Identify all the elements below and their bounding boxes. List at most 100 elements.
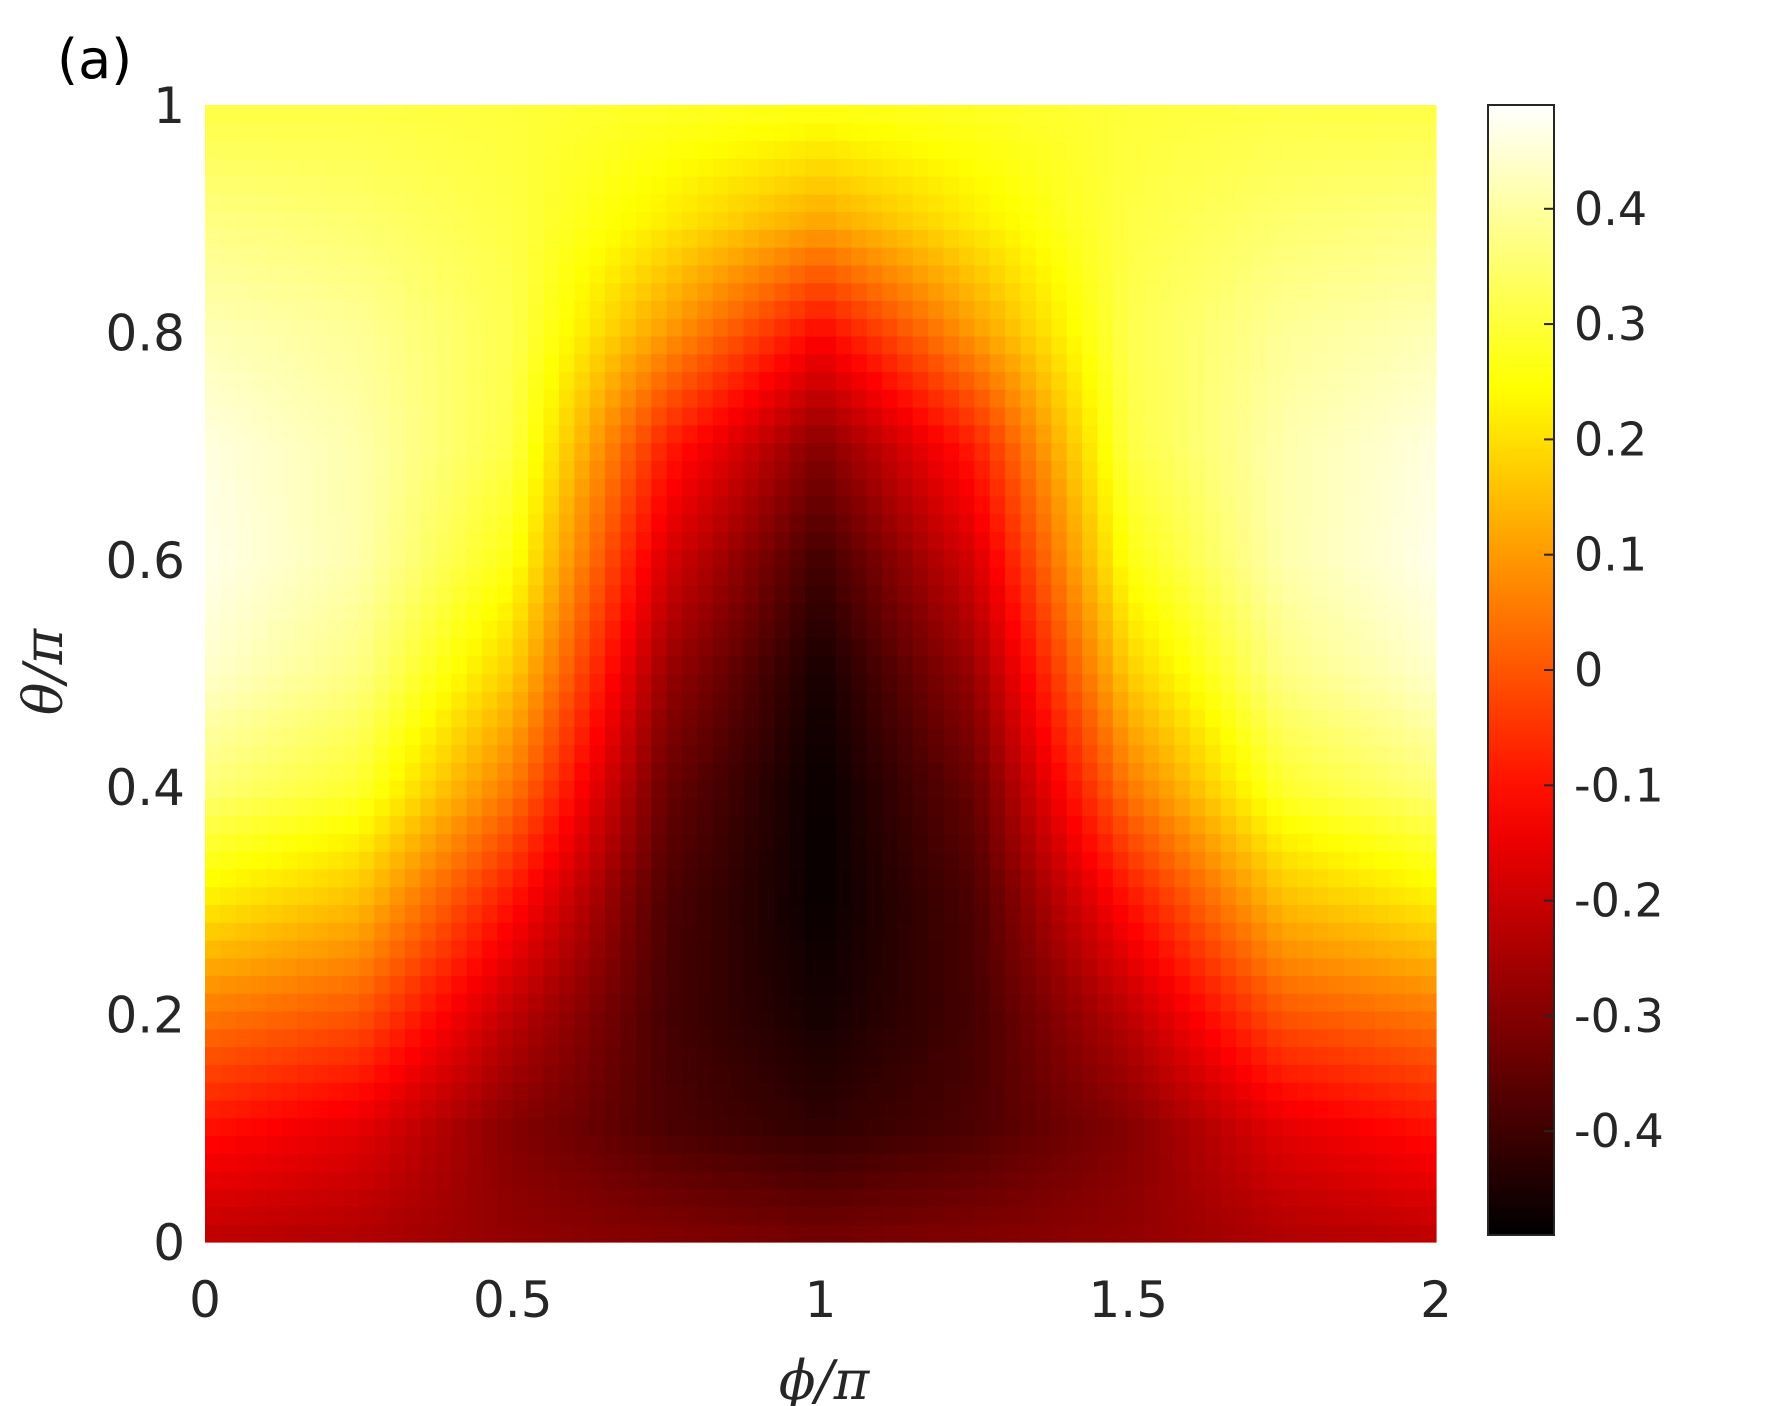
heatmap-cell [1328,1188,1345,1208]
heatmap-cell [605,584,622,604]
heatmap-cell [220,442,237,461]
heatmap-cell [220,602,237,621]
heatmap-cell [1082,762,1099,781]
heatmap-cell [420,726,437,746]
heatmap-cell [712,549,729,568]
heatmap-cell [1082,300,1099,319]
heatmap-cell [497,122,514,142]
heatmap-cell [1097,1064,1114,1083]
heatmap-cell [774,193,791,213]
heatmap-cell [1205,673,1222,692]
heatmap-cell [1159,442,1176,461]
heatmap-cell [1128,531,1145,550]
heatmap-cell [451,637,468,657]
heatmap-cell [420,389,437,408]
heatmap-cell [989,797,1006,817]
heatmap-cell [512,691,529,710]
heatmap-cell [512,318,529,337]
heatmap-cell [805,851,822,870]
heatmap-cell [312,1011,329,1030]
heatmap-cell [451,1170,468,1190]
heatmap-cell [251,1082,268,1101]
heatmap-cell [205,904,221,923]
heatmap-cell [635,140,652,159]
heatmap-cell [605,993,622,1012]
heatmap-cell [1297,353,1314,373]
heatmap-cell [358,886,375,906]
heatmap-cell [651,620,668,639]
heatmap-cell [989,744,1006,763]
heatmap-cell [481,939,498,959]
heatmap-cell [481,815,498,834]
heatmap-cell [1005,478,1022,497]
heatmap-cell [374,726,391,746]
heatmap-cell [1235,1011,1252,1030]
heatmap-cell [1082,691,1099,710]
heatmap-cell [697,1188,714,1208]
heatmap-cell [1020,300,1037,319]
heatmap-cell [820,531,837,550]
heatmap-cell [435,495,452,515]
heatmap-cell [774,1011,791,1030]
heatmap-cell [312,211,329,230]
heatmap-cell [651,744,668,763]
heatmap-cell [1251,1064,1268,1083]
heatmap-cell [974,442,991,461]
heatmap-cell [1220,247,1237,266]
heatmap-cell [1235,478,1252,497]
heatmap-cell [974,478,991,497]
heatmap-cell [1205,318,1222,337]
heatmap-cell [374,797,391,817]
heatmap-cell [620,815,637,834]
heatmap-cell [481,407,498,426]
heatmap-cell [758,975,775,994]
heatmap-cell [1128,478,1145,497]
heatmap-cell [1343,886,1360,906]
heatmap-cell [1220,673,1237,692]
heatmap-cell [435,424,452,444]
heatmap-cell [281,158,298,177]
heatmap-cell [1159,300,1176,319]
heatmap-cell [989,211,1006,230]
heatmap-cell [728,176,745,195]
heatmap-cell [374,513,391,532]
heatmap-cell [235,371,252,390]
heatmap-cell [1020,1082,1037,1101]
heatmap-cell [220,797,237,817]
heatmap-cell [1312,549,1329,568]
heatmap-cell [1205,797,1222,817]
heatmap-cell [774,993,791,1012]
heatmap-cell [851,1153,868,1172]
heatmap-cell [1312,904,1329,923]
heatmap-cell [1359,993,1376,1012]
heatmap-cell [1005,424,1022,444]
heatmap-cell [682,993,698,1012]
heatmap-cell [543,407,560,426]
heatmap-cell [297,1064,314,1083]
heatmap-cell [897,1046,914,1065]
heatmap-cell [851,158,868,177]
heatmap-cell [835,780,852,799]
heatmap-cell [851,460,868,479]
heatmap-cell [1374,939,1391,959]
heatmap-cell [851,939,868,959]
heatmap-cell [466,1046,483,1065]
heatmap-cell [420,815,437,834]
heatmap-cell [635,868,652,888]
heatmap-cell [1405,140,1422,159]
heatmap-cell [497,460,514,479]
heatmap-cell [251,584,268,604]
heatmap-cell [943,1188,960,1208]
heatmap-cell [1128,957,1145,977]
heatmap-cell [266,566,283,586]
heatmap-cell [251,424,268,444]
heatmap-cell [1051,513,1068,532]
heatmap-cell [1020,726,1037,746]
heatmap-cell [297,744,314,763]
heatmap-cell [558,193,575,213]
heatmap-cell [1251,993,1268,1012]
heatmap-cell [989,762,1006,781]
heatmap-cell [220,318,237,337]
heatmap-cell [1082,442,1099,461]
heatmap-cell [1097,851,1114,870]
